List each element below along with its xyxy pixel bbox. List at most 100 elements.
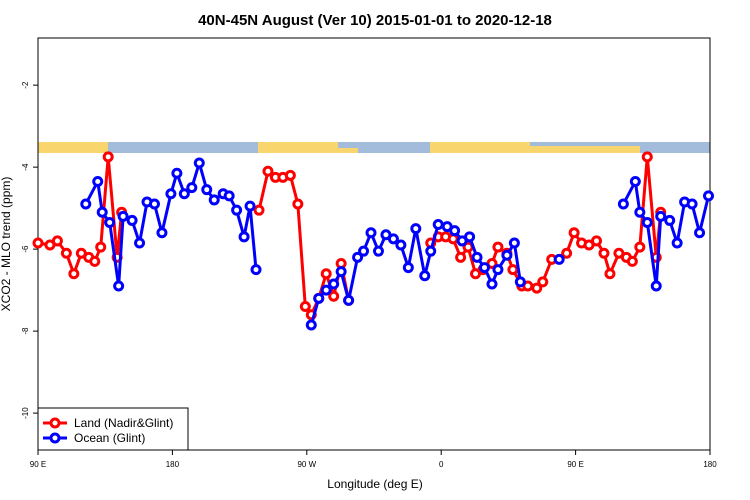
point: [641, 216, 653, 228]
point: [703, 190, 715, 202]
point: [561, 247, 573, 259]
point: [292, 198, 304, 210]
point: [244, 200, 256, 212]
point: [60, 247, 72, 259]
point: [92, 175, 104, 187]
point: [514, 276, 526, 288]
point: [655, 210, 667, 222]
point: [238, 231, 250, 243]
point: [299, 301, 311, 313]
point: [449, 225, 461, 237]
point: [193, 157, 205, 169]
point: [113, 280, 125, 292]
point: [604, 268, 616, 280]
point: [447, 233, 459, 245]
legend-label: Land (Nadir&Glint): [74, 416, 173, 430]
point: [372, 245, 384, 257]
legend-marker: [49, 432, 61, 444]
point: [320, 284, 332, 296]
point: [352, 251, 364, 263]
y-axis-label: XCO2 - MLO trend (ppm): [0, 177, 13, 312]
point: [650, 280, 662, 292]
point: [156, 227, 168, 239]
point: [634, 241, 646, 253]
point: [328, 278, 340, 290]
point: [425, 245, 437, 257]
point: [68, 268, 80, 280]
point: [419, 270, 431, 282]
point: [126, 214, 138, 226]
point: [694, 227, 706, 239]
point: [501, 249, 513, 261]
point: [508, 237, 520, 249]
x-axis-label: Longitude (deg E): [327, 477, 422, 491]
point: [89, 255, 101, 267]
point: [250, 264, 262, 276]
point: [568, 227, 580, 239]
point: [80, 198, 92, 210]
point: [634, 206, 646, 218]
point: [387, 233, 399, 245]
point: [104, 216, 116, 228]
point: [148, 198, 160, 210]
point: [492, 241, 504, 253]
point: [186, 182, 198, 194]
point: [507, 264, 519, 276]
y-tick-label: -8: [21, 327, 30, 335]
point: [208, 194, 220, 206]
point: [102, 151, 114, 163]
y-tick-label: -6: [21, 245, 30, 253]
point: [171, 167, 183, 179]
point: [432, 219, 444, 231]
point: [178, 188, 190, 200]
x-tick-label: 90 W: [297, 460, 316, 469]
y-tick-label: -10: [21, 407, 30, 419]
legend-marker: [49, 417, 61, 429]
point: [641, 151, 653, 163]
point: [358, 245, 370, 257]
x-tick-label: 90 E: [567, 460, 583, 469]
chart-title: 40N-45N August (Ver 10) 2015-01-01 to 20…: [198, 12, 552, 29]
point: [231, 204, 243, 216]
point: [223, 190, 235, 202]
point: [305, 319, 317, 331]
point: [313, 292, 325, 304]
point: [96, 206, 108, 218]
point: [629, 175, 641, 187]
point: [479, 262, 491, 274]
point: [328, 290, 340, 302]
point: [335, 266, 347, 278]
point: [455, 251, 467, 263]
point: [117, 210, 129, 222]
point: [395, 239, 407, 251]
point: [402, 262, 414, 274]
point: [320, 268, 332, 280]
point: [591, 235, 603, 247]
point: [531, 282, 543, 294]
y-tick-label: -4: [21, 163, 30, 171]
point: [686, 198, 698, 210]
y-tick-label: -2: [21, 81, 30, 89]
point: [492, 264, 504, 276]
point: [486, 278, 498, 290]
point: [165, 188, 177, 200]
point: [253, 204, 265, 216]
point: [95, 241, 107, 253]
point: [464, 231, 476, 243]
point: [32, 237, 44, 249]
land-ocean-strip: [38, 142, 710, 153]
point: [51, 235, 63, 247]
point: [671, 237, 683, 249]
point: [262, 165, 274, 177]
x-tick-label: 90 E: [30, 460, 46, 469]
point: [201, 184, 213, 196]
point: [553, 253, 565, 265]
point: [664, 214, 676, 226]
x-tick-label: 0: [439, 460, 444, 469]
point: [598, 247, 610, 259]
point: [410, 223, 422, 235]
point: [537, 276, 549, 288]
point: [284, 169, 296, 181]
point: [134, 237, 146, 249]
